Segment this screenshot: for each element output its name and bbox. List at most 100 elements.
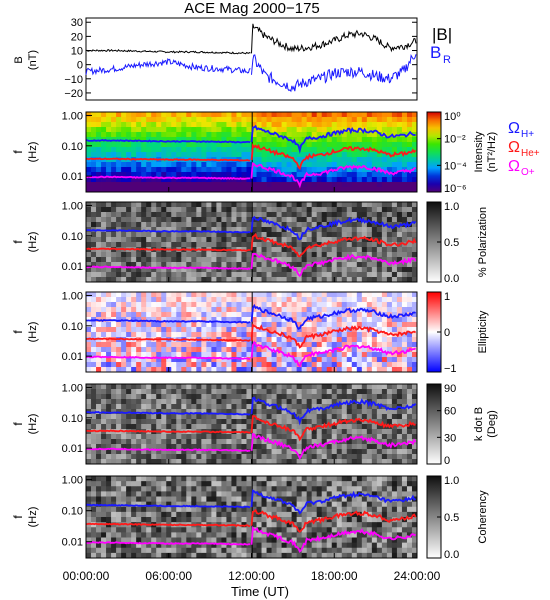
- intensity-cell: [86, 167, 92, 173]
- ellipticity-cell: [156, 347, 162, 353]
- ellipticity-cell: [231, 317, 237, 323]
- kdotb-cell: [316, 454, 323, 460]
- ellipticity-cell: [141, 322, 147, 328]
- intensity-cell: [151, 137, 157, 143]
- ellipticity-cell: [341, 297, 348, 303]
- polarization-cell: [246, 252, 252, 258]
- polarization-cell: [136, 252, 142, 258]
- ellipticity-cell: [196, 322, 202, 328]
- intensity-cell: [391, 122, 398, 128]
- polarization-cell: [391, 207, 398, 213]
- intensity-cell: [316, 112, 323, 118]
- polarization-cell: [161, 212, 167, 218]
- ellipticity-cell: [146, 297, 152, 303]
- coherency-cell: [191, 542, 197, 549]
- intensity-cell: [91, 112, 97, 118]
- polarization-cell: [336, 262, 343, 268]
- polarization-cell: [196, 227, 202, 233]
- polarization-cell: [231, 222, 237, 228]
- kdotb-cell: [121, 409, 127, 415]
- coherency-cell: [156, 496, 162, 503]
- coherency-cell: [221, 476, 227, 482]
- kdotb-cell: [341, 429, 348, 435]
- coherency-cell: [206, 491, 212, 497]
- ellipticity-cell: [406, 317, 413, 323]
- coherency-cell: [181, 501, 187, 508]
- intensity-cell: [276, 142, 282, 148]
- ellipticity-cell: [201, 362, 207, 368]
- kdotb-cell: [141, 414, 147, 420]
- coherency-cell: [126, 506, 132, 513]
- kdotb-cell: [181, 419, 187, 425]
- coherency-cell: [91, 552, 97, 559]
- kdotb-cell: [146, 384, 152, 390]
- polarization-cell: [331, 212, 338, 218]
- polarization-cell: [346, 212, 353, 218]
- kdotb-cell: [296, 394, 303, 400]
- kdotb-cell: [86, 444, 92, 450]
- polarization-cell: [271, 252, 277, 258]
- kdotb-cell: [136, 424, 142, 430]
- coherency-cell: [241, 527, 247, 533]
- polarization-cell: [86, 257, 92, 263]
- ellipticity-cell: [241, 327, 247, 333]
- ellipticity-cell: [381, 337, 388, 343]
- kdotb-cell: [316, 384, 323, 390]
- polarization-cell: [316, 212, 323, 218]
- ellipticity-cell: [261, 302, 267, 308]
- kdotb-cell: [276, 449, 282, 455]
- polarization-cell: [346, 272, 353, 278]
- kdotb-cell: [256, 449, 262, 455]
- intensity-cell: [176, 167, 182, 173]
- coherency-cell: [121, 517, 127, 523]
- ellipticity-cell: [176, 362, 182, 368]
- bfield-y-tick-label: 10: [71, 46, 83, 58]
- polarization-y-label: f: [11, 240, 25, 244]
- intensity-cell: [246, 162, 252, 168]
- polarization-cell: [231, 277, 237, 283]
- intensity-cell: [366, 177, 373, 183]
- ellipticity-cell: [386, 297, 393, 303]
- coherency-cell: [96, 491, 102, 497]
- kdotb-cell: [96, 389, 102, 395]
- coherency-cell: [101, 532, 107, 538]
- kdotb-cell: [366, 424, 373, 430]
- kdotb-cell: [136, 444, 142, 450]
- coherency-cell: [121, 547, 127, 554]
- intensity-cell: [311, 157, 318, 163]
- coherency-cell: [201, 532, 207, 538]
- kdotb-cell: [216, 409, 222, 415]
- ellipticity-cell: [181, 347, 187, 353]
- ellipticity-cell: [186, 307, 192, 313]
- ellipticity-cell: [346, 337, 353, 343]
- polarization-cell: [146, 252, 152, 258]
- intensity-cell: [381, 112, 388, 118]
- intensity-cell: [106, 182, 112, 188]
- polarization-cell: [116, 212, 122, 218]
- coherency-cell: [136, 481, 142, 487]
- coherency-cell: [256, 552, 262, 559]
- polarization-cell: [146, 222, 152, 228]
- polarization-cell: [371, 272, 378, 278]
- kdotb-cell: [376, 454, 383, 460]
- coherency-cell: [246, 501, 252, 508]
- intensity-cell: [251, 112, 257, 118]
- intensity-cell: [241, 142, 247, 148]
- intensity-cell: [246, 167, 252, 173]
- intensity-cell: [211, 132, 217, 138]
- polarization-cell: [156, 262, 162, 268]
- ellipticity-cell: [411, 312, 418, 318]
- kdotb-cell: [206, 399, 212, 405]
- ellipticity-cell: [261, 292, 267, 298]
- polarization-cell: [291, 227, 298, 233]
- kdotb-cell: [346, 394, 353, 400]
- kdotb-cell: [301, 434, 308, 440]
- kdotb-cell: [411, 429, 418, 435]
- polarization-cell: [131, 272, 137, 278]
- ellipticity-cell: [361, 347, 368, 353]
- intensity-cell: [406, 182, 413, 188]
- polarization-cell: [116, 222, 122, 228]
- intensity-cell: [156, 137, 162, 143]
- intensity-cell: [151, 117, 157, 123]
- kdotb-cell: [231, 449, 237, 455]
